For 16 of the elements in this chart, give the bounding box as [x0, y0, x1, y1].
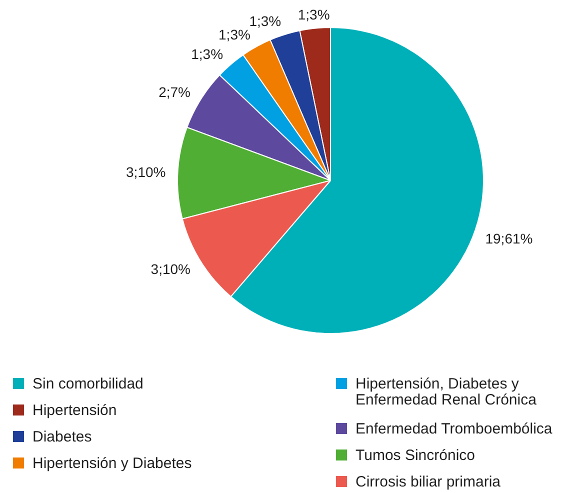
data-label: 1;3% [191, 46, 224, 62]
legend-label: Sin comorbilidad [32, 376, 144, 392]
legend-label: Diabetes [32, 428, 92, 446]
data-label: 1;3% [218, 26, 250, 42]
data-label: 19;61% [485, 230, 533, 246]
data-label: 2;7% [158, 84, 190, 100]
legend-label: Hipertensión y Diabetes [32, 455, 192, 472]
legend-label: Tumos Sincrónico [356, 447, 475, 464]
legend-label: Hipertensión [32, 402, 117, 419]
legend-label: Hipertensión, Diabetes y Enfermedad Renal Crónica [356, 376, 538, 409]
data-label: 1;3% [249, 13, 282, 30]
data-label: 1;3% [298, 6, 330, 22]
data-label: 3;10% [150, 260, 190, 277]
data-label: 3;10% [126, 164, 166, 180]
legend-label: Cirrosis biliar primaria [356, 474, 502, 490]
legend-label: Enfermedad Tromboembólica [356, 420, 553, 438]
